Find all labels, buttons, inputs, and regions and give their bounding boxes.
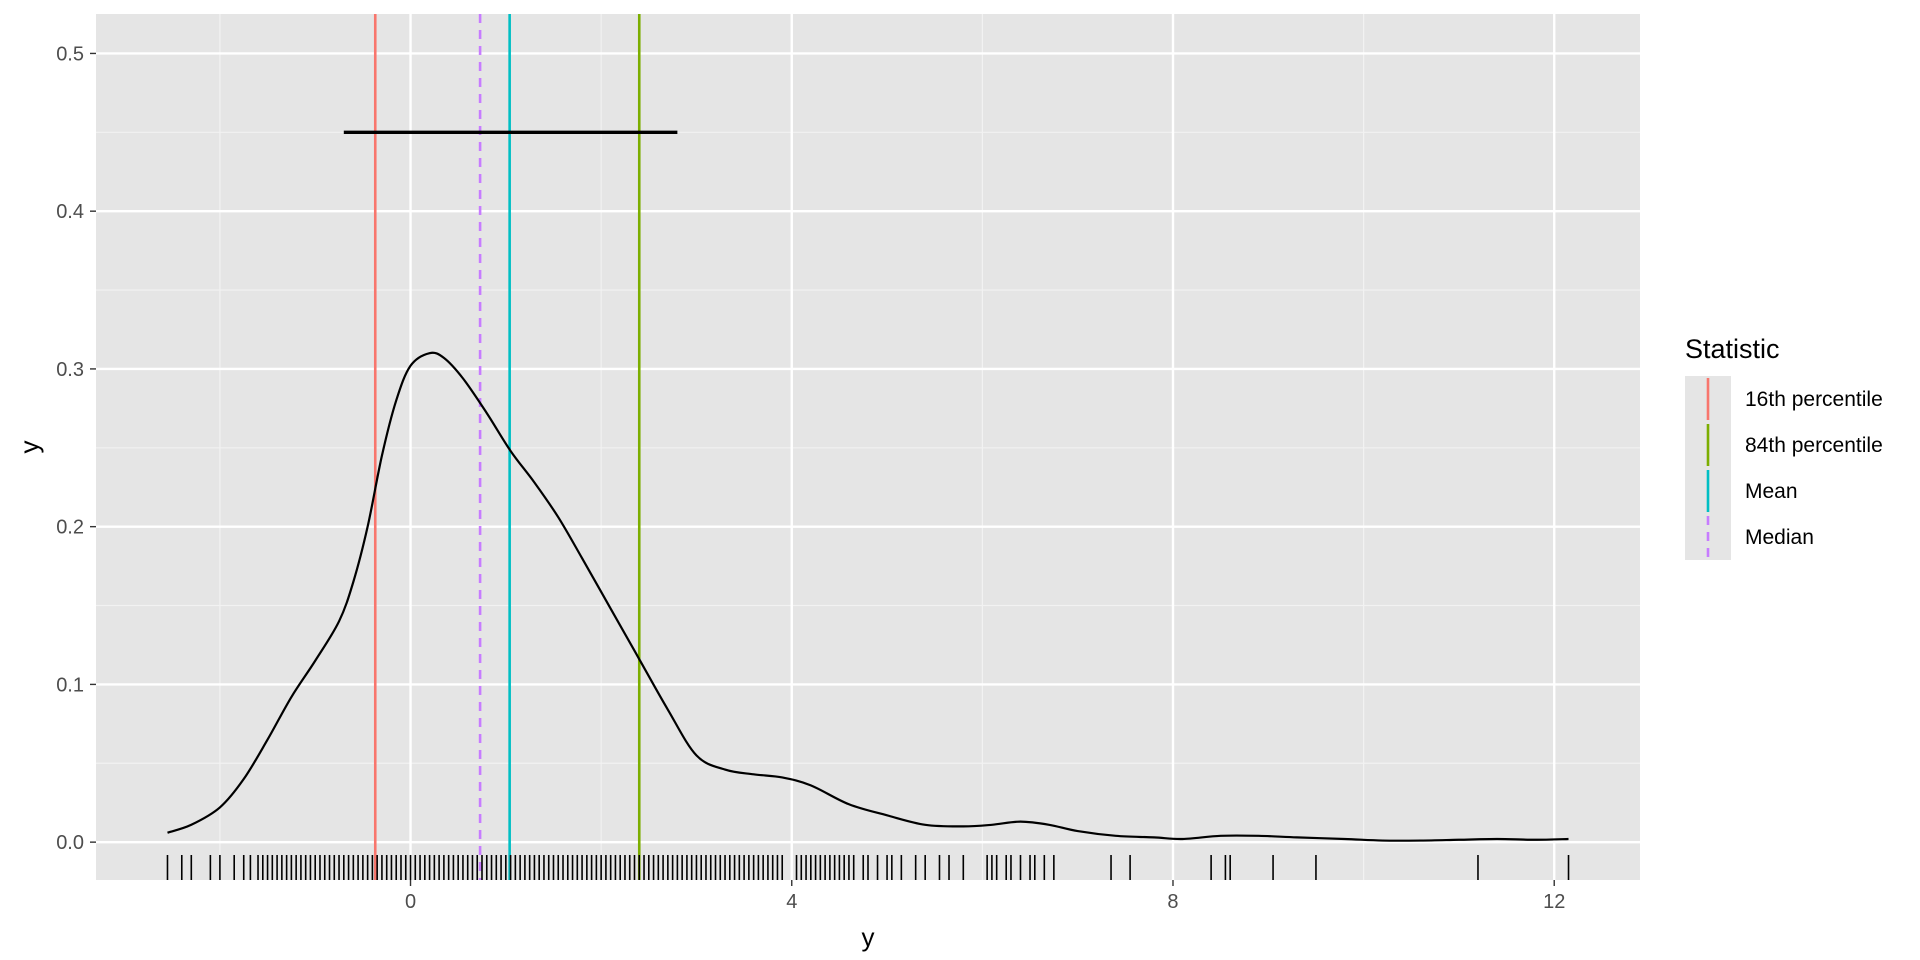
y-tick-label: 0.5 bbox=[56, 43, 84, 65]
x-tick-label: 4 bbox=[786, 891, 797, 913]
y-tick-label: 0.3 bbox=[56, 359, 84, 381]
y-tick-label: 0.2 bbox=[56, 517, 84, 539]
legend-label: 16th percentile bbox=[1745, 388, 1883, 411]
y-tick-label: 0.1 bbox=[56, 674, 84, 696]
rug-marks bbox=[166, 855, 1570, 880]
y-axis: 0.0 0.1 0.2 0.3 0.4 0.5 bbox=[56, 43, 96, 854]
x-tick-label: 12 bbox=[1543, 891, 1565, 913]
x-tick-label: 0 bbox=[405, 891, 416, 913]
y-tick-label: 0.0 bbox=[56, 832, 84, 854]
legend-label: Mean bbox=[1745, 480, 1798, 503]
density-curve bbox=[167, 351, 1569, 842]
y-axis-title: y bbox=[14, 441, 44, 454]
x-tick-label: 8 bbox=[1167, 891, 1178, 913]
x-axis-title: y bbox=[862, 922, 875, 952]
legend-title: Statistic bbox=[1685, 334, 1780, 364]
legend-label: Median bbox=[1745, 526, 1814, 549]
legend-label: 84th percentile bbox=[1745, 434, 1883, 457]
legend: Statistic 16th percentile 84th percentile… bbox=[1685, 334, 1883, 560]
plot-panel bbox=[96, 14, 1640, 880]
x-axis: 0 4 8 12 bbox=[405, 880, 1565, 913]
y-tick-label: 0.4 bbox=[56, 201, 84, 223]
statistic-lines bbox=[373, 14, 641, 880]
major-gridlines bbox=[96, 14, 1640, 880]
